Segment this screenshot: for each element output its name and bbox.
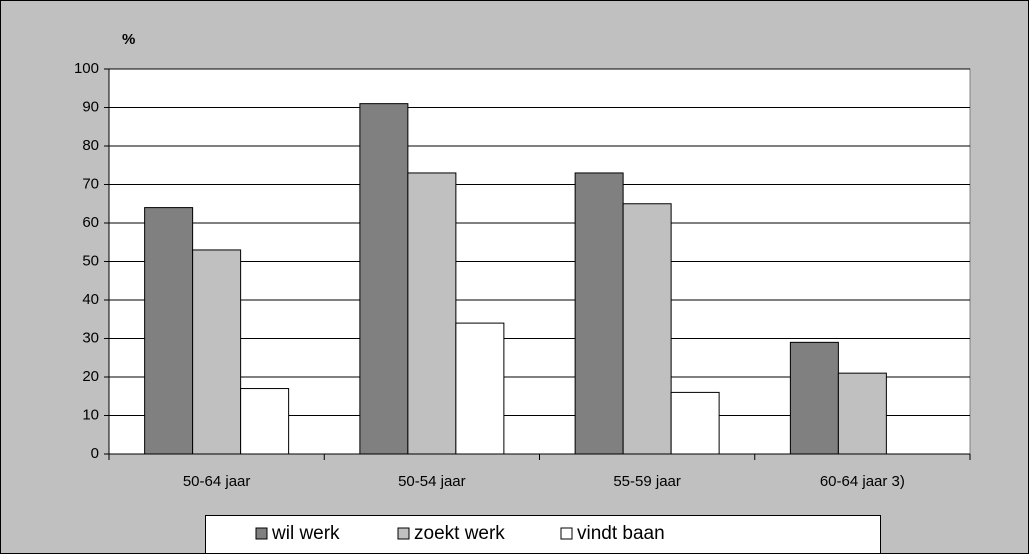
legend-label: zoekt werk <box>414 523 505 544</box>
bar <box>359 103 409 455</box>
y-tick-label: 70 <box>82 175 99 192</box>
x-tick-label: 55-59 jaar <box>613 473 681 490</box>
y-tick-label: 30 <box>82 329 99 346</box>
y-axis-label: % <box>122 31 135 48</box>
bar <box>670 391 720 455</box>
legend-label: vindt baan <box>577 523 665 544</box>
legend-marker <box>397 527 410 540</box>
bar <box>789 341 839 455</box>
y-tick-label: 60 <box>82 214 99 231</box>
bar <box>455 322 505 455</box>
x-tick-label: 50-64 jaar <box>183 473 251 490</box>
y-tick-label: 0 <box>91 445 99 462</box>
y-tick-label: 40 <box>82 291 99 308</box>
legend-marker <box>560 527 573 540</box>
bar <box>574 172 624 455</box>
y-tick-label: 100 <box>74 60 99 77</box>
x-tick-label: 60-64 jaar 3) <box>820 473 905 490</box>
legend-label: wil werk <box>271 523 340 544</box>
y-tick-label: 50 <box>82 252 99 269</box>
y-tick-label: 90 <box>82 98 99 115</box>
bar <box>240 388 290 455</box>
y-tick-label: 10 <box>82 406 99 423</box>
bar <box>837 372 887 455</box>
y-tick-label: 20 <box>82 368 99 385</box>
x-tick-label: 50-54 jaar <box>398 473 466 490</box>
legend-marker <box>255 527 268 540</box>
bar <box>192 249 242 455</box>
y-tick-label: 80 <box>82 137 99 154</box>
bar <box>144 207 194 455</box>
bar <box>622 203 672 455</box>
legend-box <box>205 515 881 554</box>
bar <box>407 172 457 455</box>
